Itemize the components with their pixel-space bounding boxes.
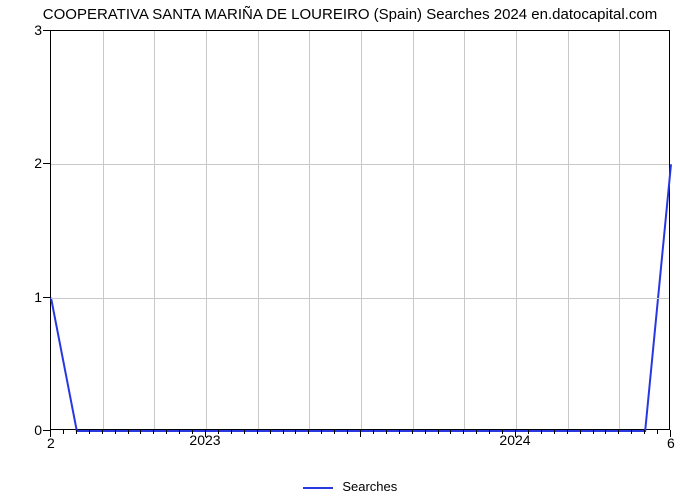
x-tick <box>270 430 271 434</box>
x-tick <box>179 430 180 434</box>
x-tick <box>153 430 154 434</box>
y-tick-label: 2 <box>0 155 42 171</box>
x-tick <box>567 430 568 434</box>
x-tick <box>231 430 232 434</box>
gridline-v <box>568 31 569 429</box>
x-tick <box>593 430 594 434</box>
x-tick <box>257 430 258 434</box>
y-tick <box>43 30 50 31</box>
x-tick <box>283 430 284 434</box>
x-tick <box>347 430 348 434</box>
gridline-v <box>206 31 207 429</box>
x-tick <box>644 430 645 434</box>
x-tick <box>89 430 90 434</box>
x-tick <box>463 430 464 434</box>
x-tick <box>334 430 335 434</box>
x-tick <box>657 430 658 434</box>
x-right-label: 6 <box>667 435 675 451</box>
y-tick-label: 0 <box>0 422 42 438</box>
x-tick <box>580 430 581 434</box>
x-left-label: 2 <box>47 435 55 451</box>
x-tick <box>489 430 490 434</box>
x-tick <box>244 430 245 434</box>
x-year-label: 2024 <box>499 432 530 448</box>
x-tick <box>295 430 296 434</box>
x-tick <box>631 430 632 434</box>
x-tick <box>438 430 439 434</box>
x-tick <box>166 430 167 434</box>
x-tick <box>115 430 116 434</box>
legend-swatch <box>303 487 333 489</box>
chart-title: COOPERATIVA SANTA MARIÑA DE LOUREIRO (Sp… <box>0 6 700 23</box>
x-tick <box>373 430 374 434</box>
gridline-v <box>361 31 362 429</box>
x-tick <box>450 430 451 434</box>
x-tick <box>102 430 103 434</box>
x-tick <box>308 430 309 434</box>
gridline-v <box>464 31 465 429</box>
x-year-label: 2023 <box>189 432 220 448</box>
gridline-v <box>154 31 155 429</box>
gridline-v <box>413 31 414 429</box>
x-tick <box>321 430 322 434</box>
gridline-v <box>309 31 310 429</box>
x-tick <box>360 430 361 437</box>
x-tick <box>605 430 606 434</box>
x-tick <box>412 430 413 434</box>
series-line <box>51 31 669 429</box>
x-tick <box>476 430 477 434</box>
x-tick <box>541 430 542 434</box>
y-tick <box>43 430 50 431</box>
x-tick <box>76 430 77 434</box>
gridline-v <box>516 31 517 429</box>
x-tick <box>618 430 619 434</box>
x-tick <box>425 430 426 434</box>
y-tick <box>43 163 50 164</box>
gridline-h <box>51 298 669 299</box>
x-tick <box>399 430 400 434</box>
y-tick-label: 1 <box>0 289 42 305</box>
chart-container: COOPERATIVA SANTA MARIÑA DE LOUREIRO (Sp… <box>0 0 700 500</box>
gridline-v <box>619 31 620 429</box>
legend-label: Searches <box>342 479 397 494</box>
x-tick <box>128 430 129 434</box>
gridline-v <box>258 31 259 429</box>
x-tick <box>140 430 141 434</box>
legend: Searches <box>0 479 700 494</box>
x-tick <box>63 430 64 434</box>
y-tick <box>43 297 50 298</box>
x-tick <box>554 430 555 434</box>
plot-area <box>50 30 670 430</box>
y-tick-label: 3 <box>0 22 42 38</box>
x-tick <box>386 430 387 434</box>
gridline-h <box>51 164 669 165</box>
gridline-v <box>103 31 104 429</box>
